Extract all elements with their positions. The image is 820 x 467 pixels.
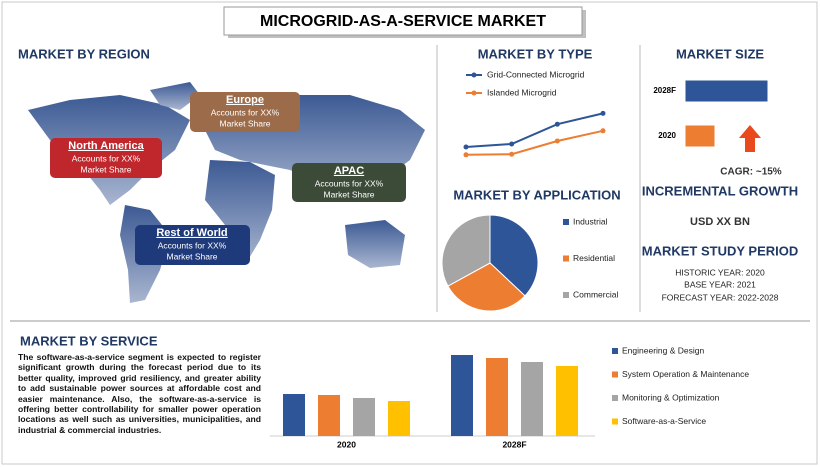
title-box (223, 6, 583, 36)
series-line (465, 112, 604, 148)
region-box (292, 163, 406, 202)
legend-swatch (471, 72, 477, 78)
region-box (135, 225, 250, 265)
section-heading: INCREMENTAL GROWTH (642, 183, 798, 198)
annotation: CAGR: ~15% (720, 167, 782, 178)
service-description: The software-as-a-service segment is exp… (18, 352, 261, 435)
legend-swatch (563, 219, 569, 225)
legend-label: Islanded Microgrid (487, 87, 557, 97)
legend-label: System Operation & Maintenance (622, 369, 749, 379)
pie-slice (447, 262, 526, 312)
bar (486, 358, 508, 436)
section-heading: MARKET STUDY PERIOD (642, 243, 799, 258)
chart-title: MARKET SIZE (676, 46, 764, 61)
x-tick-label: 2020 (337, 439, 356, 449)
legend-label: Industrial (573, 216, 608, 226)
data-point (554, 138, 560, 144)
data-point (509, 141, 515, 147)
pie-slice (489, 214, 539, 297)
region-name: Europe (226, 94, 264, 106)
region-text: Accounts for XX% (315, 178, 384, 188)
bar (684, 79, 769, 103)
x-tick-label: 2028F (502, 439, 526, 449)
legend-label: Commercial (573, 289, 618, 299)
bar (388, 401, 410, 436)
legend-swatch (471, 90, 477, 96)
region-text: Accounts for XX% (211, 107, 280, 117)
series-line (465, 129, 604, 156)
bar (521, 362, 543, 436)
region-text: Market Share (323, 189, 374, 199)
bar (556, 366, 578, 436)
legend-swatch (612, 395, 618, 401)
bar (283, 394, 305, 436)
chart-title: MARKET BY TYPE (478, 46, 593, 61)
region-text: Market Share (166, 251, 217, 261)
data-point (463, 152, 469, 158)
page-title: MICROGRID-AS-A-SERVICE MARKET (260, 13, 546, 30)
region-text: Accounts for XX% (158, 240, 227, 250)
legend-swatch (612, 348, 618, 354)
period-line: HISTORIC YEAR: 2020 (675, 267, 765, 277)
growth-arrow (739, 125, 761, 152)
bar (353, 398, 375, 436)
category-label: 2020 (658, 131, 676, 140)
period-line: FORECAST YEAR: 2022-2028 (662, 292, 779, 302)
chart-title: MARKET BY APPLICATION (453, 187, 620, 202)
data-point (554, 121, 560, 127)
legend-swatch (612, 418, 618, 425)
legend-swatch (563, 255, 569, 262)
legend-swatch (612, 371, 618, 378)
region-text: Market Share (80, 164, 131, 174)
legend-label: Residential (573, 253, 615, 263)
region-text: Accounts for XX% (72, 153, 141, 163)
data-point (600, 128, 606, 134)
data-point (600, 110, 606, 116)
bar (684, 124, 716, 148)
region-box (190, 92, 300, 132)
region-name: North America (68, 140, 144, 152)
region-text: Market Share (219, 118, 270, 128)
region-name: APAC (334, 165, 364, 177)
legend-label: Monitoring & Optimization (622, 392, 720, 402)
growth-value: USD XX BN (690, 216, 750, 228)
bar (451, 355, 473, 436)
data-point (509, 151, 515, 157)
legend-label: Grid-Connected Microgrid (487, 69, 585, 79)
section-heading: MARKET BY REGION (18, 46, 150, 61)
bar (318, 395, 340, 436)
data-point (463, 144, 469, 150)
pie-slice (441, 214, 491, 287)
legend-swatch (563, 292, 569, 298)
period-line: BASE YEAR: 2021 (684, 279, 756, 289)
legend-label: Engineering & Design (622, 345, 704, 355)
chart-title: MARKET BY SERVICE (20, 333, 158, 348)
category-label: 2028F (653, 86, 676, 95)
legend-label: Software-as-a-Service (622, 416, 706, 426)
region-box (50, 138, 162, 178)
region-name: Rest of World (156, 227, 227, 239)
